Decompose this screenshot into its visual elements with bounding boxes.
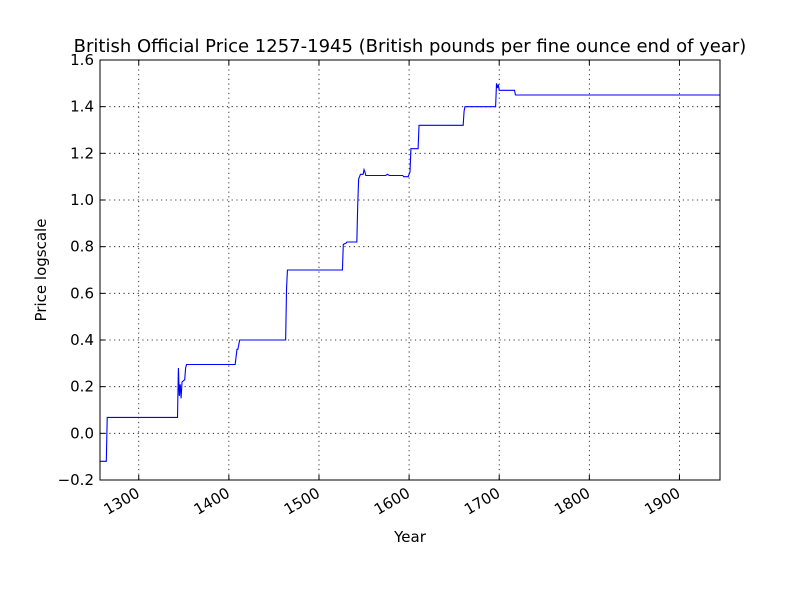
y-tick-label: 0.0 — [70, 424, 94, 442]
y-tick-label: 1.0 — [70, 191, 94, 209]
x-tick-label: 1400 — [191, 484, 233, 519]
x-tick-label: 1300 — [101, 484, 143, 519]
y-tick-label: 0.2 — [70, 378, 94, 396]
x-tick-label: 1800 — [551, 484, 593, 519]
x-tick-label: 1600 — [371, 484, 413, 519]
y-tick-label: 1.2 — [70, 144, 94, 162]
y-axis-label: Price logscale — [32, 219, 50, 322]
x-tick-label: 1700 — [461, 484, 503, 519]
series-line-0 — [100, 83, 720, 462]
grid-layer — [100, 60, 720, 480]
y-tick-label: 0.6 — [70, 284, 94, 302]
y-tick-label: 1.4 — [70, 98, 94, 116]
y-tick-label: −0.2 — [58, 471, 94, 489]
plot-area — [100, 83, 720, 462]
plot-frame — [99, 59, 721, 481]
x-tick-label: 1500 — [281, 484, 323, 519]
y-tick-label: 0.8 — [70, 238, 94, 256]
chart-title: British Official Price 1257-1945 (Britis… — [74, 36, 747, 57]
y-tick-label: 0.4 — [70, 331, 94, 349]
ticks-layer: −0.2 0.0 0.2 0.4 0.6 0.8 1.0 1.2 1.4 1.6 1300 1400 1… — [58, 51, 720, 519]
y-tick-label: 1.6 — [70, 51, 94, 69]
x-axis-label: Year — [393, 528, 427, 546]
x-tick-label: 1900 — [641, 484, 683, 519]
